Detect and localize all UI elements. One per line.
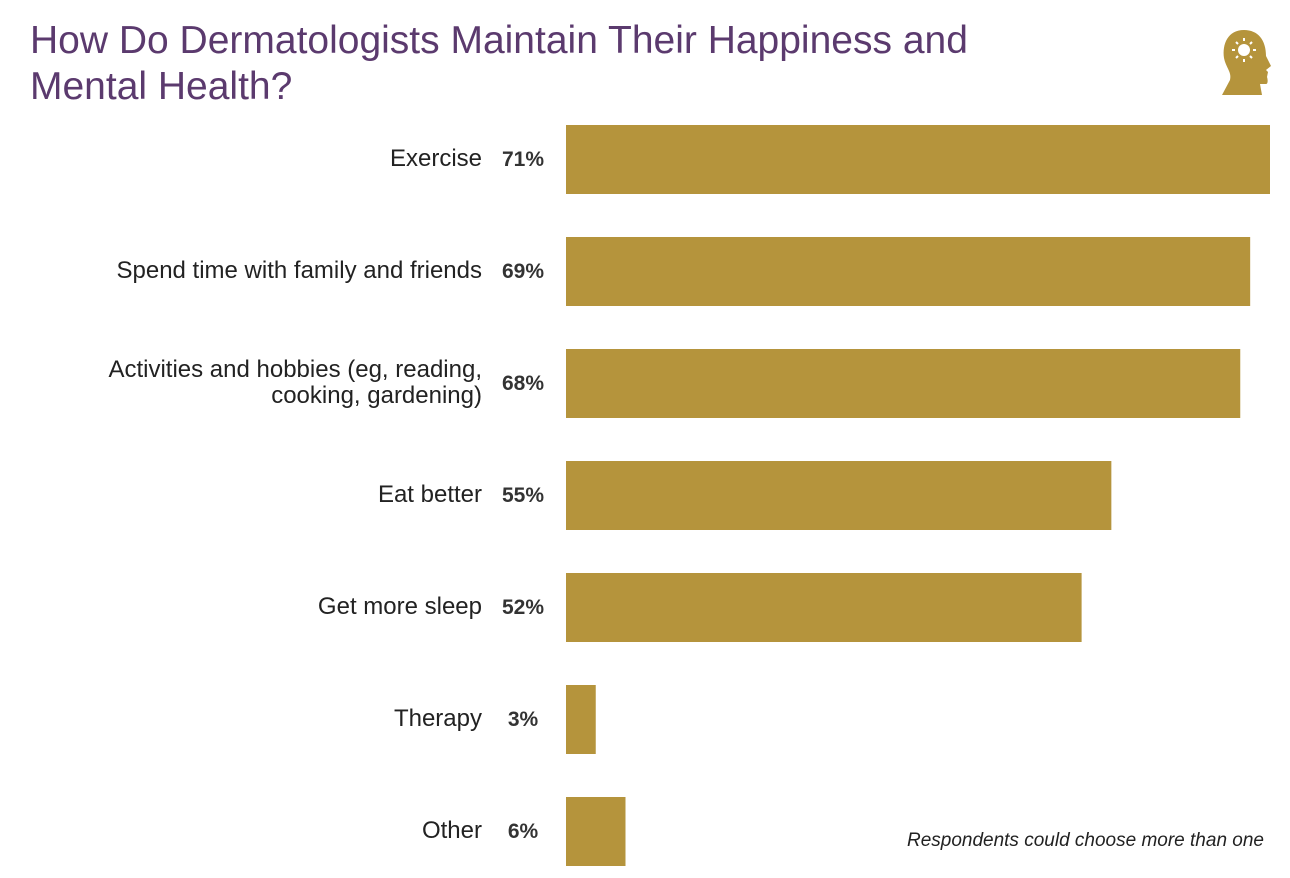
head-icon: [1222, 30, 1271, 95]
bar: [566, 237, 1251, 306]
bar: [566, 349, 1241, 418]
value-label: 68%: [501, 371, 545, 395]
value-label: 69%: [501, 259, 545, 283]
value-label: 3%: [507, 707, 539, 731]
bar: [566, 797, 626, 866]
value-label: 6%: [507, 819, 539, 843]
category-label: Spend time with family and friends: [116, 256, 482, 284]
category-label: Activities and hobbies (eg, reading, coo…: [108, 355, 482, 409]
sun-rays: [1232, 38, 1256, 62]
category-label: Get more sleep: [317, 592, 482, 620]
value-label: 71%: [501, 147, 545, 171]
category-label: Therapy: [393, 704, 482, 732]
value-label: 55%: [501, 483, 545, 507]
bar: [566, 125, 1270, 194]
bar: [566, 573, 1082, 642]
bar: [566, 461, 1112, 530]
note: Respondents could choose more than one: [906, 830, 1264, 851]
chart-title: How Do Dermatologists Maintain Their Hap…: [30, 19, 968, 108]
category-label: Exercise: [389, 144, 482, 172]
bar: [566, 685, 596, 754]
sun: [1238, 44, 1250, 56]
category-label: Eat better: [377, 480, 482, 508]
category-label: Other: [421, 816, 482, 844]
value-label: 52%: [501, 595, 545, 619]
head: [1222, 30, 1271, 95]
